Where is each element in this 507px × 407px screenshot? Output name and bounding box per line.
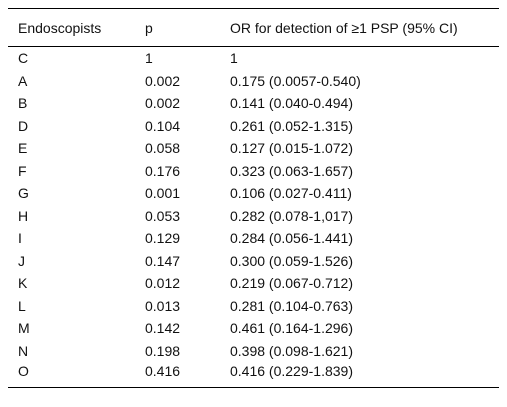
table-row: E 0.058 0.127 (0.015-1.072) — [8, 137, 499, 160]
odds-ratio-cell: 0.281 (0.104-0.763) — [230, 297, 353, 314]
endoscopist-cell: I — [18, 230, 22, 247]
endoscopist-cell: D — [18, 117, 29, 134]
endoscopist-cell: E — [18, 140, 28, 157]
odds-ratio-cell: 0.461 (0.164-1.296) — [230, 320, 353, 337]
p-value-cell: 0.002 — [145, 95, 181, 112]
p-value-cell: 0.012 — [145, 275, 181, 292]
table-row: L 0.013 0.281 (0.104-0.763) — [8, 295, 499, 318]
p-value-cell: 0.001 — [145, 185, 181, 202]
table-row: F 0.176 0.323 (0.063-1.657) — [8, 160, 499, 183]
endoscopist-cell: O — [18, 363, 29, 379]
table-row: B 0.002 0.141 (0.040-0.494) — [8, 92, 499, 115]
table-row: A 0.002 0.175 (0.0057-0.540) — [8, 70, 499, 93]
results-table-container: Endoscopists p OR for detection of ≥1 PS… — [8, 8, 499, 388]
endoscopist-cell: H — [18, 207, 29, 224]
odds-ratio-cell: 0.219 (0.067-0.712) — [230, 275, 353, 292]
p-value-cell: 0.147 — [145, 252, 181, 269]
column-header-p: p — [145, 19, 153, 36]
endoscopist-cell: L — [18, 297, 26, 314]
endoscopist-cell: M — [18, 320, 30, 337]
endoscopist-cell: G — [18, 185, 29, 202]
p-value-cell: 0.129 — [145, 230, 181, 247]
endoscopist-cell: N — [18, 342, 29, 359]
p-value-cell: 0.176 — [145, 162, 181, 179]
p-value-cell: 0.002 — [145, 72, 181, 89]
endoscopist-cell: B — [18, 95, 28, 112]
p-value-cell: 0.198 — [145, 342, 181, 359]
endoscopist-cell: F — [18, 162, 27, 179]
column-header-endoscopists: Endoscopists — [18, 19, 102, 36]
table-row: C 1 1 — [8, 47, 499, 70]
odds-ratio-cell: 0.261 (0.052-1.315) — [230, 117, 353, 134]
column-header-odds-ratio: OR for detection of ≥1 PSP (95% CI) — [230, 19, 458, 36]
odds-ratio-cell: 0.141 (0.040-0.494) — [230, 95, 353, 112]
p-value-cell: 1 — [145, 50, 153, 67]
p-value-cell: 0.104 — [145, 117, 181, 134]
odds-ratio-cell: 0.300 (0.059-1.526) — [230, 252, 353, 269]
p-value-cell: 0.058 — [145, 140, 181, 157]
endoscopist-cell: C — [18, 50, 29, 67]
table-row: J 0.147 0.300 (0.059-1.526) — [8, 250, 499, 273]
table-row: N 0.198 0.398 (0.098-1.621) — [8, 340, 499, 363]
table-row: M 0.142 0.461 (0.164-1.296) — [8, 317, 499, 340]
table-row: K 0.012 0.219 (0.067-0.712) — [8, 272, 499, 295]
table-row: O 0.416 0.416 (0.229-1.839) — [8, 362, 499, 388]
p-value-cell: 0.013 — [145, 297, 181, 314]
table-row: H 0.053 0.282 (0.078-1,017) — [8, 205, 499, 228]
odds-ratio-cell: 0.282 (0.078-1,017) — [230, 207, 353, 224]
odds-ratio-cell: 0.106 (0.027-0.411) — [230, 185, 352, 202]
odds-ratio-cell: 0.284 (0.056-1.441) — [230, 230, 353, 247]
odds-ratio-cell: 0.323 (0.063-1.657) — [230, 162, 353, 179]
odds-ratio-cell: 0.175 (0.0057-0.540) — [230, 72, 361, 89]
endoscopist-cell: J — [18, 252, 25, 269]
odds-ratio-cell: 0.127 (0.015-1.072) — [230, 140, 353, 157]
p-value-cell: 0.053 — [145, 207, 181, 224]
table-row: G 0.001 0.106 (0.027-0.411) — [8, 182, 499, 205]
table-header: Endoscopists p OR for detection of ≥1 PS… — [8, 8, 499, 47]
table-row: D 0.104 0.261 (0.052-1.315) — [8, 115, 499, 138]
odds-ratio-cell: 0.398 (0.098-1.621) — [230, 342, 353, 359]
odds-ratio-cell: 1 — [230, 50, 238, 67]
odds-ratio-table: Endoscopists p OR for detection of ≥1 PS… — [8, 8, 499, 388]
table-row: I 0.129 0.284 (0.056-1.441) — [8, 227, 499, 250]
header-row: Endoscopists p OR for detection of ≥1 PS… — [8, 8, 499, 47]
endoscopist-cell: K — [18, 275, 28, 292]
odds-ratio-cell: 0.416 (0.229-1.839) — [230, 363, 353, 379]
p-value-cell: 0.142 — [145, 320, 181, 337]
p-value-cell: 0.416 — [145, 363, 181, 379]
endoscopist-cell: A — [18, 72, 28, 89]
table-body: C 1 1 A 0.002 0.175 (0.0057-0.540) B 0.002 0.1… — [8, 47, 499, 388]
